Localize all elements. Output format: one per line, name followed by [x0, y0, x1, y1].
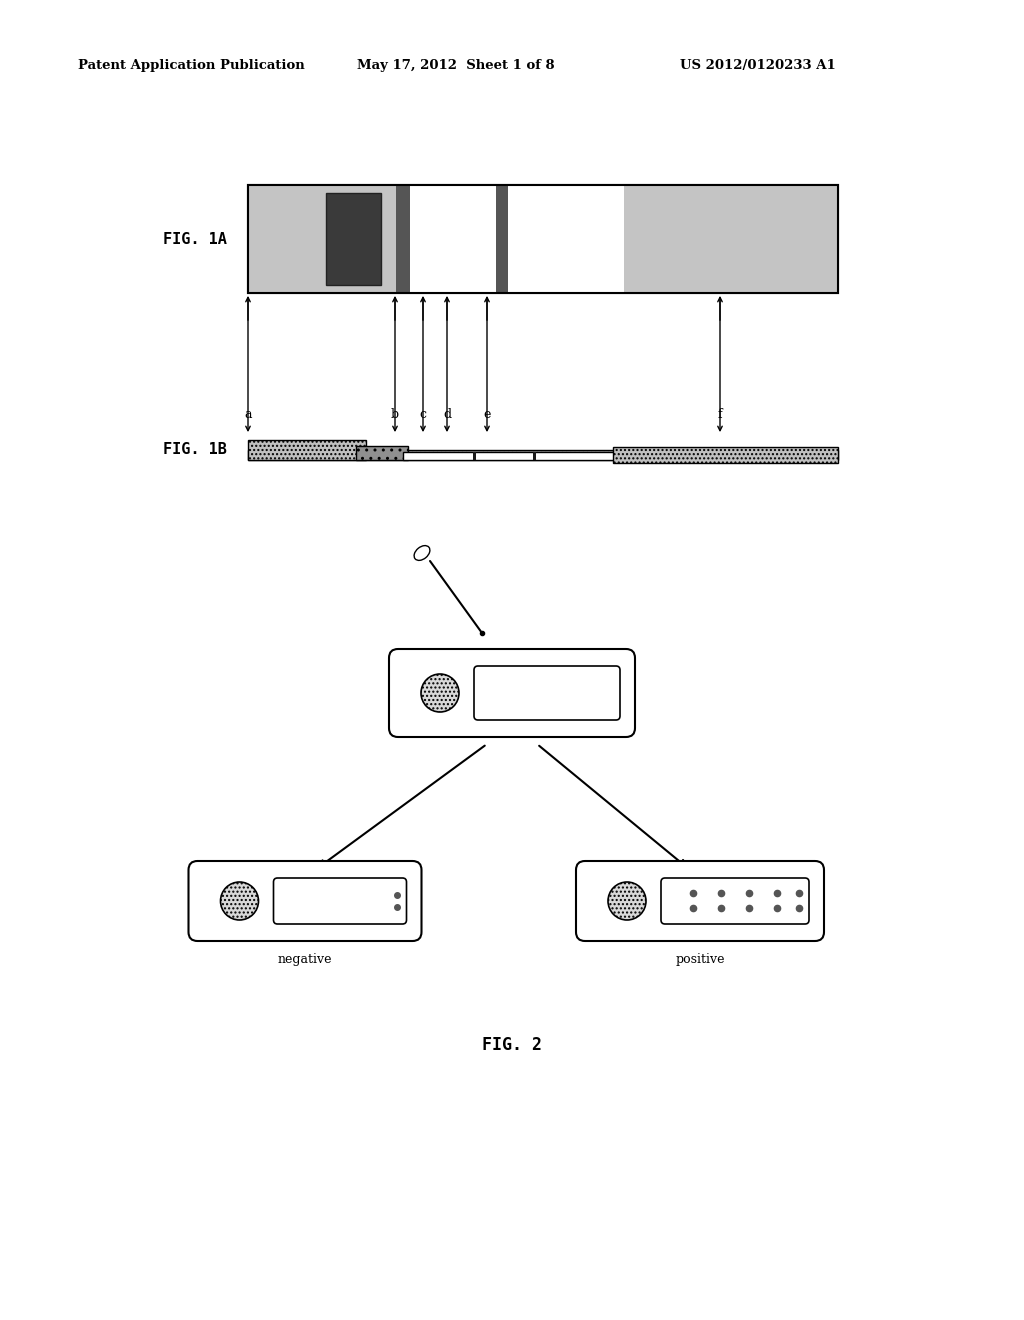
FancyBboxPatch shape	[273, 878, 407, 924]
Text: c: c	[797, 874, 802, 883]
Bar	[396, 185, 624, 293]
Text: S: S	[436, 661, 442, 671]
Text: Patent Application Publication: Patent Application Publication	[78, 58, 305, 71]
Text: c: c	[394, 874, 399, 883]
Text: FIG. 1A: FIG. 1A	[163, 231, 227, 247]
Text: FIG. 1B: FIG. 1B	[163, 442, 227, 458]
Bar	[356, 446, 408, 459]
Text: May 17, 2012  Sheet 1 of 8: May 17, 2012 Sheet 1 of 8	[357, 58, 555, 71]
Bar	[613, 447, 838, 463]
Text: T: T	[690, 874, 696, 883]
Text: T: T	[746, 874, 752, 883]
Bar	[396, 185, 410, 293]
Text: e: e	[483, 408, 490, 421]
FancyBboxPatch shape	[474, 667, 620, 719]
Bar	[496, 185, 508, 293]
Text: negative: negative	[278, 953, 332, 966]
Text: b: b	[391, 408, 399, 421]
Bar	[248, 440, 366, 459]
Bar	[248, 450, 838, 459]
FancyBboxPatch shape	[662, 878, 809, 924]
Text: d: d	[443, 408, 451, 421]
Bar	[326, 193, 381, 285]
Bar	[473, 451, 476, 459]
Text: T: T	[544, 661, 550, 671]
Text: S: S	[236, 874, 242, 883]
Text: T: T	[774, 874, 780, 883]
Bar	[624, 185, 838, 293]
Text: S: S	[419, 668, 425, 676]
FancyBboxPatch shape	[389, 649, 635, 737]
Bar	[403, 451, 618, 459]
Text: US 2012/0120233 A1: US 2012/0120233 A1	[680, 58, 836, 71]
Text: positive: positive	[675, 953, 725, 966]
Circle shape	[220, 882, 258, 920]
FancyBboxPatch shape	[188, 861, 422, 941]
Bar	[248, 185, 838, 293]
Text: f: f	[718, 408, 722, 421]
Text: c: c	[420, 408, 427, 421]
Text: a: a	[245, 408, 252, 421]
Text: o: o	[408, 660, 413, 668]
Bar	[248, 185, 396, 293]
Text: S: S	[623, 874, 629, 883]
Text: FIG. 2: FIG. 2	[482, 1036, 542, 1053]
Circle shape	[608, 882, 646, 920]
FancyBboxPatch shape	[575, 861, 824, 941]
Circle shape	[421, 675, 459, 711]
Text: T: T	[337, 874, 343, 883]
Text: c: c	[607, 661, 612, 671]
Bar	[534, 451, 536, 459]
Text: T: T	[718, 874, 724, 883]
Ellipse shape	[414, 545, 430, 561]
Bar	[248, 185, 838, 293]
